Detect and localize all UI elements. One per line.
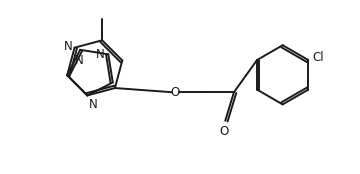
Text: O: O [219,125,228,138]
Text: N: N [96,48,105,61]
Text: Cl: Cl [312,52,324,64]
Text: O: O [170,86,179,99]
Text: N: N [75,54,84,67]
Text: N: N [63,40,72,53]
Text: N: N [89,98,98,111]
